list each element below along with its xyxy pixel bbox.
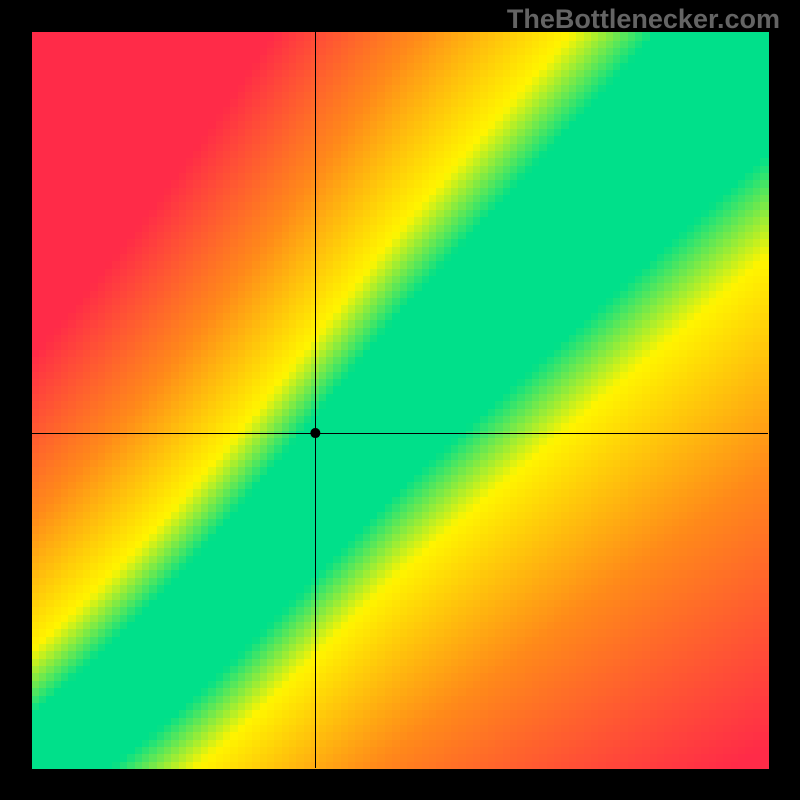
chart-container: TheBottlenecker.com bbox=[0, 0, 800, 800]
bottleneck-heatmap bbox=[0, 0, 800, 800]
watermark-text: TheBottlenecker.com bbox=[507, 4, 780, 35]
